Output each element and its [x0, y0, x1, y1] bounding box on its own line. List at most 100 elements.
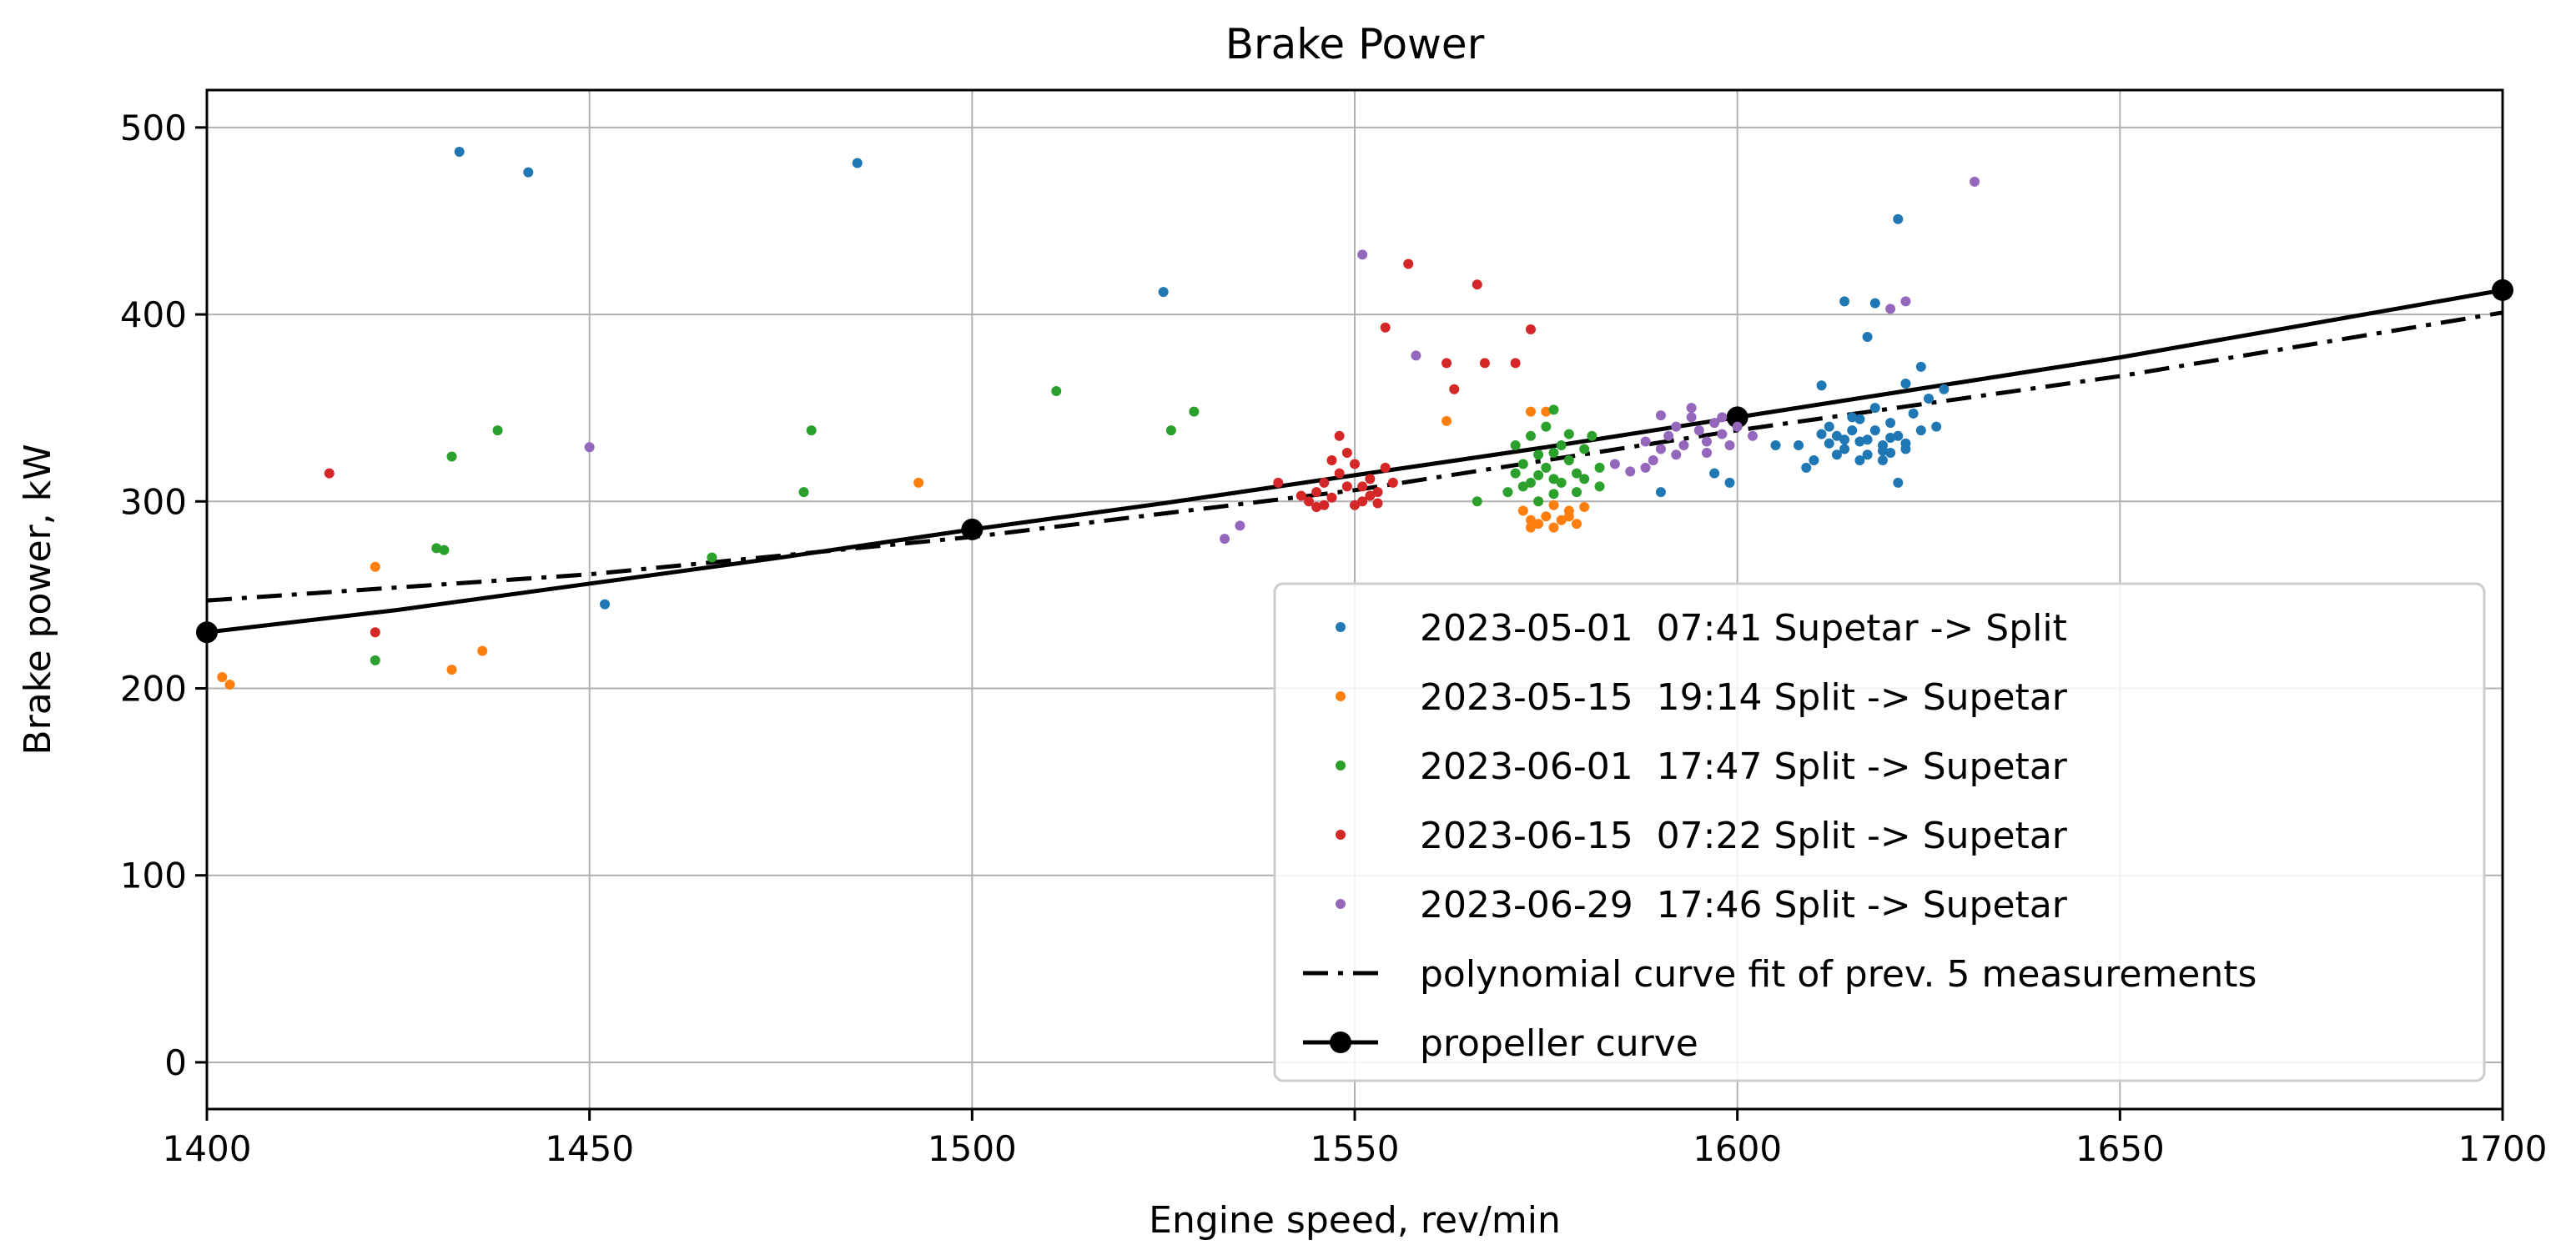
scatter-point-series-4 — [1311, 487, 1322, 498]
scatter-point-series-5 — [1640, 462, 1651, 473]
scatter-point-series-3 — [1533, 496, 1544, 507]
scatter-point-series-5 — [1724, 440, 1735, 451]
scatter-point-series-4 — [1357, 481, 1368, 492]
scatter-point-series-3 — [446, 451, 457, 462]
scatter-point-series-3 — [1472, 496, 1482, 507]
scatter-point-series-1 — [1816, 429, 1827, 439]
scatter-point-series-5 — [1411, 350, 1421, 361]
scatter-point-series-3 — [1051, 385, 1062, 396]
scatter-point-series-5 — [1678, 440, 1689, 451]
scatter-point-series-5 — [1885, 304, 1896, 314]
scatter-point-series-2 — [1541, 511, 1552, 522]
scatter-point-series-3 — [1517, 481, 1528, 492]
scatter-point-series-3 — [1563, 454, 1574, 465]
scatter-point-series-5 — [1655, 444, 1666, 454]
legend-marker — [1336, 761, 1346, 771]
scatter-point-series-1 — [1824, 438, 1834, 449]
legend-label: propeller curve — [1420, 1022, 1698, 1065]
scatter-point-series-5 — [1732, 421, 1743, 432]
scatter-point-series-5 — [1693, 425, 1704, 436]
x-tick-label: 1400 — [163, 1128, 252, 1169]
scatter-point-series-2 — [1441, 415, 1452, 426]
scatter-point-series-3 — [1525, 430, 1536, 441]
scatter-point-series-3 — [1502, 487, 1513, 498]
scatter-point-series-1 — [1877, 454, 1888, 465]
scatter-point-series-4 — [1365, 490, 1376, 501]
scatter-point-series-4 — [1380, 322, 1391, 333]
scatter-point-series-1 — [1862, 434, 1873, 445]
scatter-point-series-1 — [1831, 449, 1842, 460]
propeller-curve-marker — [1726, 406, 1748, 429]
scatter-point-series-4 — [1273, 477, 1284, 488]
scatter-point-series-2 — [1579, 502, 1590, 513]
scatter-point-series-2 — [913, 477, 924, 488]
y-tick-label: 300 — [120, 481, 187, 522]
scatter-point-series-2 — [370, 561, 380, 572]
scatter-point-series-2 — [477, 645, 488, 656]
scatter-point-series-4 — [1350, 499, 1360, 510]
scatter-point-series-2 — [1548, 499, 1559, 510]
scatter-point-series-1 — [1885, 447, 1896, 458]
scatter-point-series-1 — [1924, 393, 1934, 404]
scatter-point-series-1 — [1877, 445, 1888, 456]
legend: 2023-05-01 07:41 Supetar -> Split 2023-05… — [1273, 582, 2486, 1082]
scatter-point-series-3 — [1510, 440, 1521, 451]
y-tick-label: 0 — [164, 1042, 187, 1083]
scatter-point-series-1 — [1893, 430, 1904, 441]
scatter-point-series-2 — [224, 680, 235, 690]
scatter-point-series-5 — [1235, 520, 1245, 531]
scatter-point-series-4 — [1441, 358, 1452, 369]
scatter-point-series-3 — [1594, 481, 1605, 492]
scatter-point-series-1 — [1854, 454, 1865, 465]
scatter-point-series-3 — [707, 552, 717, 563]
scatter-point-series-3 — [1548, 474, 1559, 484]
scatter-point-series-5 — [1717, 412, 1728, 423]
scatter-point-series-3 — [439, 545, 450, 555]
legend-label: polynomial curve fit of prev. 5 measurem… — [1420, 953, 2257, 996]
scatter-point-series-5 — [1701, 447, 1712, 458]
scatter-point-series-4 — [1334, 468, 1345, 479]
legend-marker — [1336, 622, 1346, 632]
scatter-point-series-3 — [1587, 430, 1597, 441]
scatter-point-series-4 — [1303, 496, 1314, 507]
scatter-point-series-3 — [1572, 468, 1582, 479]
scatter-point-series-3 — [1563, 429, 1574, 439]
y-tick-label: 100 — [120, 856, 187, 896]
propeller-curve-marker — [961, 518, 984, 540]
scatter-point-series-1 — [1915, 425, 1926, 436]
scatter-point-series-5 — [1609, 459, 1620, 469]
scatter-point-series-4 — [1341, 447, 1352, 458]
scatter-point-series-1 — [1908, 408, 1919, 419]
scatter-point-series-4 — [1380, 462, 1391, 473]
scatter-point-series-4 — [1510, 358, 1521, 369]
scatter-point-series-4 — [1403, 259, 1414, 269]
scatter-point-series-1 — [1794, 440, 1804, 451]
scatter-point-series-5 — [1671, 449, 1682, 460]
scatter-point-series-3 — [1517, 459, 1528, 469]
scatter-point-series-2 — [1572, 519, 1582, 530]
scatter-point-series-3 — [1579, 474, 1590, 484]
scatter-point-series-1 — [1847, 425, 1858, 436]
scatter-point-series-1 — [1770, 440, 1781, 451]
scatter-point-series-3 — [1556, 477, 1567, 488]
scatter-point-series-1 — [523, 167, 534, 178]
legend-marker — [1336, 830, 1346, 840]
scatter-point-series-2 — [446, 665, 457, 675]
x-tick-label: 1700 — [2458, 1128, 2548, 1169]
scatter-point-series-1 — [1824, 421, 1834, 432]
scatter-point-series-3 — [1541, 462, 1552, 473]
scatter-point-series-1 — [1801, 462, 1812, 473]
legend-marker — [1336, 691, 1346, 701]
scatter-point-series-5 — [1648, 454, 1658, 465]
scatter-point-series-4 — [1365, 474, 1376, 484]
scatter-point-series-1 — [1900, 444, 1911, 454]
scatter-point-series-1 — [1939, 384, 1950, 394]
scatter-point-series-3 — [492, 425, 503, 436]
scatter-point-series-1 — [1915, 361, 1926, 372]
scatter-point-series-3 — [1525, 477, 1536, 488]
x-tick-label: 1600 — [1693, 1128, 1782, 1169]
scatter-point-series-4 — [1479, 358, 1490, 369]
scatter-point-series-5 — [1625, 466, 1636, 477]
scatter-point-series-4 — [1326, 454, 1337, 465]
scatter-point-series-1 — [1869, 403, 1880, 414]
